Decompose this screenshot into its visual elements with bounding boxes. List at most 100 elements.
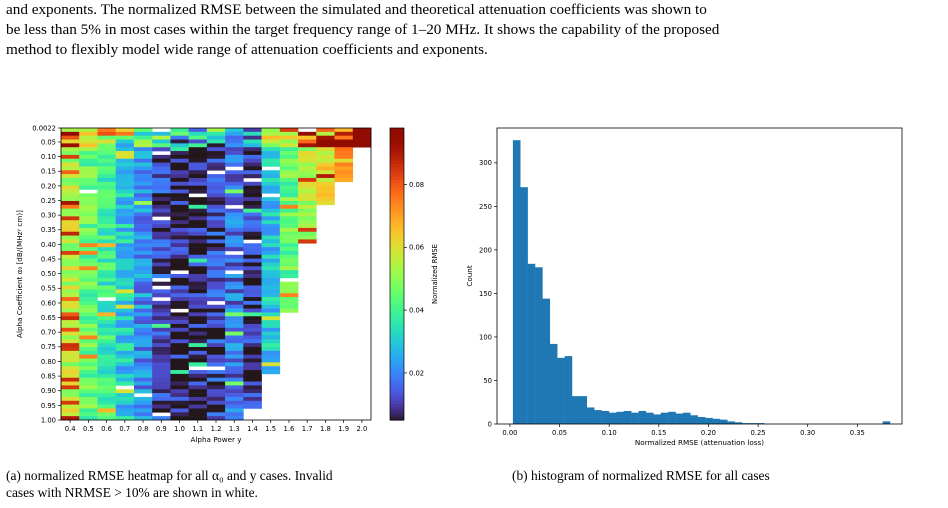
colorbar-segment [390, 270, 404, 275]
colorbar-segment [390, 274, 404, 278]
heatmap-cell [225, 289, 244, 294]
heatmap-cell [243, 281, 262, 286]
heatmap-cell [97, 158, 117, 163]
body-paragraph: and exponents. The normalized RMSE betwe… [6, 0, 942, 60]
heatmap-cell [170, 396, 189, 402]
heatmap-cell [115, 139, 135, 144]
heatmap-cell [279, 297, 299, 302]
heatmap-cell [61, 304, 80, 309]
heatmap-cell [79, 231, 98, 236]
heatmap-cell [298, 151, 317, 156]
heatmap-cell [243, 347, 262, 352]
heatmap-cell [133, 154, 153, 160]
heatmap-cell [97, 412, 117, 417]
heatmap-cell [188, 243, 208, 248]
heatmap-cell [225, 331, 244, 336]
heatmap-cell [170, 339, 189, 344]
heatmap-cell [97, 373, 117, 379]
heatmap-cell [115, 354, 135, 359]
heatmap-cell [188, 139, 208, 144]
heatmap-cell [61, 193, 80, 198]
colorbar-segment [390, 335, 404, 340]
heatmap-cell [79, 323, 98, 329]
heatmap-cell [61, 154, 80, 160]
heatmap-cell [133, 235, 153, 240]
heatmap-cell [97, 162, 117, 167]
heatmap-cell [279, 193, 299, 198]
heatmap-cell [170, 181, 189, 186]
heatmap-cell [243, 135, 262, 140]
heatmap-cell [170, 335, 189, 340]
heatmap-cell [279, 274, 299, 279]
heatmap-cell [279, 185, 299, 190]
heatmap-cell [188, 331, 208, 336]
heatmap-cell [206, 339, 226, 344]
heatmap-cell [61, 235, 80, 240]
heatmap-cell [298, 162, 317, 167]
colorbar-segment [390, 280, 404, 285]
heatmap-cell [152, 408, 171, 413]
colorbar-gradient [390, 128, 404, 421]
heatmap-cell [170, 143, 189, 148]
heatmap-cell [188, 297, 208, 302]
heatmap-cell [115, 250, 135, 256]
heatmap-cell [79, 216, 98, 221]
heatmap-cell [115, 393, 135, 398]
heatmap-cell [115, 270, 135, 275]
heatmap-cell [79, 128, 98, 133]
colorbar-tick-label: 0.08 [409, 181, 424, 189]
heatmap-cell [206, 393, 226, 398]
heatmap-cell [316, 143, 335, 148]
heatmap-cell [225, 362, 244, 367]
heatmap-cell [261, 170, 281, 175]
heatmap-cell [97, 381, 117, 386]
heatmap-cell [115, 143, 135, 148]
heatmap-cell [79, 185, 98, 190]
heatmap-cell [298, 201, 317, 206]
heatmap-cell [79, 373, 98, 379]
heatmap-cell [225, 131, 244, 136]
heatmap-cell [115, 312, 135, 317]
heatmap-cell [61, 266, 80, 271]
heatmap-cell [279, 254, 299, 259]
heatmap-cell [61, 254, 80, 259]
histogram-bar [653, 414, 661, 424]
heatmap-cell [261, 208, 281, 213]
heatmap-cell [133, 224, 153, 229]
histogram-bar [586, 407, 595, 424]
heatmap-cell [152, 135, 171, 140]
histogram-chart: 0.00 0.05 0.10 0.15 0.20 0.25 0.30 0.35 0 50 100 15… [465, 127, 903, 447]
heatmap-cell [152, 377, 171, 382]
heatmap-cell [115, 281, 135, 286]
paragraph-line-2: be less than 5% in most cases within the… [6, 21, 720, 38]
heatmap-cell [188, 227, 208, 233]
heatmap-cell [352, 139, 372, 144]
heatmap-xtick-label: 0.8 [138, 425, 149, 433]
colorbar-segment [390, 179, 404, 184]
heatmap-cell [225, 258, 244, 263]
heatmap-cell [261, 304, 281, 309]
colorbar-segment [390, 407, 404, 411]
heatmap-cell [133, 277, 153, 282]
heatmap-cell [206, 128, 226, 133]
heatmap-cell [225, 300, 244, 306]
heatmap-cell [61, 358, 80, 363]
heatmap-xtick-label: 0.5 [83, 425, 94, 433]
heatmap-cell [115, 358, 135, 363]
heatmap-cell [170, 139, 189, 144]
heatmap-cell [79, 220, 98, 225]
heatmap-cell [97, 170, 117, 175]
heatmap-cell [79, 151, 98, 156]
heatmap-cell [152, 250, 171, 256]
heatmap-cell [206, 224, 226, 229]
heatmap-cell [133, 347, 153, 352]
colorbar-segment [390, 170, 404, 175]
heatmap-cell [97, 312, 117, 317]
heatmap-cell [170, 224, 189, 229]
heatmap-cell [133, 258, 153, 263]
heatmap-cell [79, 243, 98, 248]
heatmap-cell [152, 258, 171, 263]
heatmap-ytick-label: 0.60 [41, 299, 56, 307]
colorbar-segment [390, 202, 404, 207]
colorbar-segment [390, 400, 404, 405]
